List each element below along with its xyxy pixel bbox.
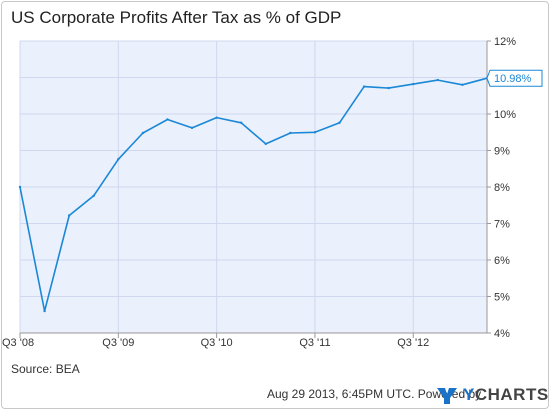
brand-rest: CHARTS [474, 385, 549, 404]
y-tick-label: 4% [494, 328, 510, 340]
data-point [67, 214, 71, 217]
y-tick-label: 8% [494, 182, 510, 194]
x-tick-label: Q3 '12 [397, 337, 429, 349]
y-tick-label: 9% [494, 146, 510, 158]
data-point [215, 116, 218, 119]
brand-y: Y [463, 385, 475, 404]
chart-title: US Corporate Profits After Tax as % of G… [11, 8, 342, 27]
data-point [412, 82, 415, 86]
data-point [166, 118, 169, 121]
y-tick-label: 6% [494, 255, 510, 267]
data-point [313, 131, 317, 134]
last-value-label: 10.98% [494, 73, 532, 85]
footer: Aug 29 2013, 6:45PM UTC. Powered by YCHA… [267, 385, 548, 405]
x-tick-label: Q3 '09 [102, 337, 134, 349]
timestamp-text: Aug 29 2013, 6:45PM UTC. [267, 387, 415, 401]
y-axis: 4%5%6%7%8%9%10%11%12% [486, 36, 516, 340]
y-tick-label: 12% [494, 36, 516, 48]
data-point [43, 309, 46, 313]
data-point [92, 194, 95, 197]
data-point [264, 142, 267, 146]
data-point [436, 78, 440, 82]
last-value-callout: 10.98% [486, 69, 543, 87]
data-point [117, 158, 120, 161]
y-tick-label: 10% [494, 109, 516, 121]
data-point [141, 131, 145, 135]
data-point [461, 83, 464, 87]
last-value-badge [486, 69, 543, 87]
x-axis: Q3 '08 Q3 '09 Q3 '10 Q3 '11 Q3 '12 [2, 332, 487, 349]
data-point [190, 126, 194, 130]
ycharts-wordmark: YCHARTS [463, 385, 549, 405]
y-tick-label: 5% [494, 292, 510, 304]
series-line [19, 77, 488, 312]
data-point [338, 121, 341, 124]
y-tick-label: 7% [494, 219, 510, 231]
data-point [18, 185, 22, 189]
x-tick-label: Q3 '11 [299, 337, 330, 349]
data-point [362, 85, 366, 88]
data-point [289, 131, 292, 135]
data-point [240, 121, 243, 124]
data-point [387, 86, 390, 90]
grid-lines [19, 40, 487, 334]
ycharts-logo-icon [437, 388, 457, 404]
x-tick-label: Q3 '10 [201, 337, 233, 349]
source-note: Source: BEA [11, 362, 80, 376]
x-tick-label: Q3 '08 [2, 337, 34, 349]
